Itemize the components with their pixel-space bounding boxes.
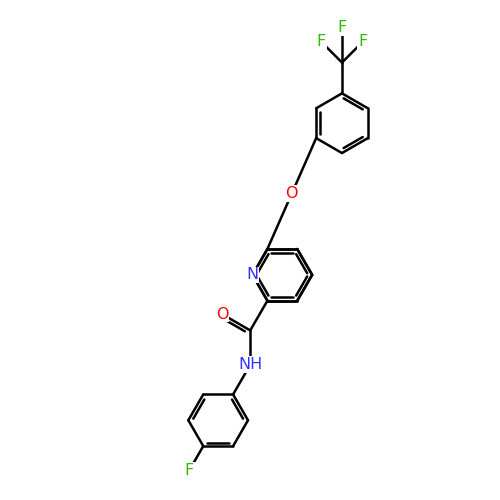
- Text: F: F: [338, 20, 346, 35]
- Text: F: F: [185, 462, 194, 477]
- Text: NH: NH: [238, 357, 262, 372]
- Text: F: F: [358, 34, 368, 49]
- Text: F: F: [316, 34, 326, 49]
- Text: O: O: [216, 306, 228, 322]
- Text: N: N: [246, 268, 258, 282]
- Text: O: O: [286, 186, 298, 201]
